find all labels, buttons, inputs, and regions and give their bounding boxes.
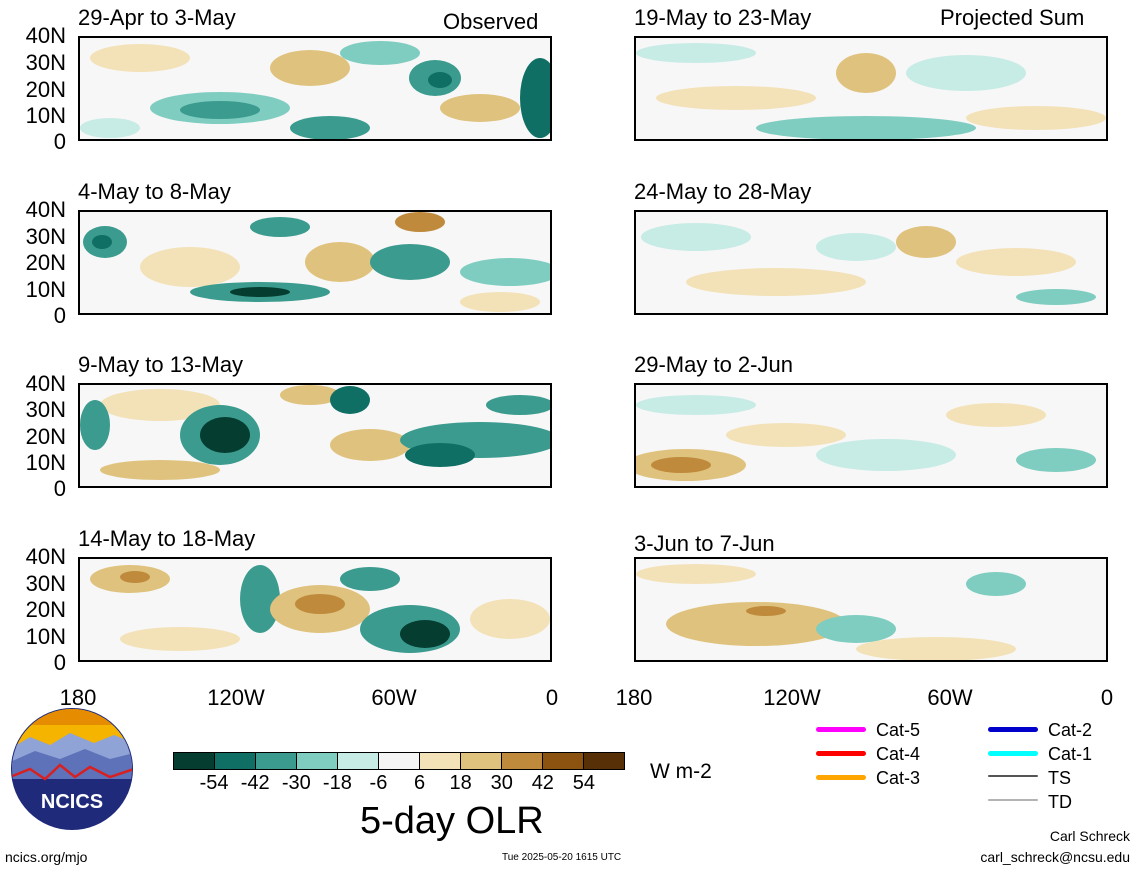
storm-legend-line xyxy=(816,727,866,732)
olr-field-observed-3 xyxy=(80,385,550,480)
lon-label-60w-left: 60W xyxy=(371,685,417,710)
lat-label-0: 0 xyxy=(53,650,66,675)
panel-title-observed-4: 14-May to 18-May xyxy=(78,526,256,551)
colorbar-swatch xyxy=(378,753,419,769)
author-email[interactable]: carl_schreck@ncsu.edu xyxy=(980,849,1130,865)
lon-label-120w-right: 120W xyxy=(763,685,821,710)
olr-field-observed-1 xyxy=(80,41,550,139)
colorbar-tick-label: 54 xyxy=(572,772,596,794)
panel-title-observed-1: 29-Apr to 3-May xyxy=(78,5,236,30)
lat-label-20n: 20N xyxy=(25,250,66,275)
lat-label-40n: 40N xyxy=(25,371,66,396)
map-observed-3 xyxy=(78,383,552,488)
colorbar-swatch xyxy=(501,753,542,769)
panel-title-observed-2: 4-May to 8-May xyxy=(78,179,231,204)
olr-colorbar xyxy=(173,752,625,770)
lat-label-10n: 10N xyxy=(25,103,66,128)
storm-legend-line xyxy=(816,775,866,780)
lat-label-10n: 10N xyxy=(25,450,66,475)
lat-label-30n: 30N xyxy=(25,397,66,422)
chart-title: 5-day OLR xyxy=(360,800,544,842)
colorbar-swatch xyxy=(542,753,583,769)
colorbar-swatch xyxy=(214,753,255,769)
lat-label-20n: 20N xyxy=(25,424,66,449)
colorbar-swatch xyxy=(337,753,378,769)
lon-label-0-right: 0 xyxy=(1100,685,1114,710)
colorbar-tick-label: 6 xyxy=(413,772,426,794)
colorbar-tick-label: 42 xyxy=(531,772,554,794)
colorbar-swatch xyxy=(460,753,501,769)
lat-label-40n: 40N xyxy=(25,23,66,48)
lon-label-120w-left: 120W xyxy=(207,685,265,710)
olr-field-projected-1 xyxy=(636,43,1106,139)
colorbar-swatch xyxy=(174,753,214,769)
units-label: W m-2 xyxy=(650,760,712,783)
map-observed-2 xyxy=(78,210,552,315)
lat-label-10n: 10N xyxy=(25,277,66,302)
storm-legend-label: TD xyxy=(1048,792,1072,812)
map-observed-4 xyxy=(78,557,552,662)
lon-label-180-right: 180 xyxy=(615,685,653,710)
svg-text:NCICS: NCICS xyxy=(41,791,103,813)
olr-field-observed-2 xyxy=(83,212,550,312)
olr-field-projected-4 xyxy=(636,564,1026,660)
ncics-logo: NCICS xyxy=(10,707,134,831)
colorbar-swatch xyxy=(296,753,337,769)
author-name: Carl Schreck xyxy=(1049,828,1130,844)
colorbar-tick-label: -42 xyxy=(240,772,270,794)
observed-label: Observed xyxy=(443,9,539,34)
storm-legend-label: Cat-3 xyxy=(876,768,921,788)
lon-label-0-left: 0 xyxy=(545,685,559,710)
panel-title-observed-3: 9-May to 13-May xyxy=(78,352,244,377)
map-projected-4 xyxy=(634,557,1108,662)
map-observed-1 xyxy=(78,36,552,141)
olr-field-projected-2 xyxy=(641,223,1096,305)
colorbar-swatch xyxy=(255,753,296,769)
lat-label-30n: 30N xyxy=(25,224,66,249)
lat-label-0: 0 xyxy=(53,303,66,328)
storm-legend-label: Cat-4 xyxy=(876,744,921,764)
colorbar-swatch xyxy=(583,753,624,769)
panel-title-projected-4: 3-Jun to 7-Jun xyxy=(634,531,775,556)
panel-title-projected-1: 19-May to 23-May xyxy=(634,5,812,30)
storm-legend-line xyxy=(988,799,1038,801)
lat-label-20n: 20N xyxy=(25,77,66,102)
panel-title-projected-3: 29-May to 2-Jun xyxy=(634,352,793,377)
lat-label-10n: 10N xyxy=(25,624,66,649)
storm-legend-label: Cat-1 xyxy=(1048,744,1093,764)
olr-field-observed-4 xyxy=(90,565,550,653)
panel-title-projected-2: 24-May to 28-May xyxy=(634,179,812,204)
lon-label-60w-right: 60W xyxy=(927,685,973,710)
map-projected-1 xyxy=(634,36,1108,141)
lat-label-30n: 30N xyxy=(25,50,66,75)
lon-label-180-left: 180 xyxy=(59,685,97,710)
storm-legend-line xyxy=(988,751,1038,756)
map-projected-2 xyxy=(634,210,1108,315)
colorbar-swatch xyxy=(419,753,460,769)
storm-legend-label: Cat-5 xyxy=(876,720,921,740)
lat-label-0: 0 xyxy=(53,476,66,501)
lat-label-0: 0 xyxy=(53,129,66,154)
olr-field-projected-3 xyxy=(636,395,1096,481)
colorbar-tick-label: -18 xyxy=(322,772,352,794)
lat-label-20n: 20N xyxy=(25,597,66,622)
map-projected-3 xyxy=(634,383,1108,488)
colorbar-tick-label: 18 xyxy=(449,772,472,794)
lat-label-30n: 30N xyxy=(25,571,66,596)
colorbar-tick-label: -54 xyxy=(199,772,229,794)
storm-legend-line xyxy=(988,775,1038,777)
website-link[interactable]: ncics.org/mjo xyxy=(5,849,88,865)
storm-legend-line xyxy=(816,751,866,756)
timestamp: Tue 2025-05-20 1615 UTC xyxy=(502,852,622,863)
lat-label-40n: 40N xyxy=(25,197,66,222)
projected-sum-label: Projected Sum xyxy=(940,5,1085,30)
colorbar-tick-label: -30 xyxy=(281,772,311,794)
storm-legend-label: TS xyxy=(1048,768,1072,788)
storm-legend-line xyxy=(988,727,1038,732)
colorbar-tick-label: -6 xyxy=(369,772,388,794)
storm-legend-label: Cat-2 xyxy=(1048,720,1093,740)
lat-label-40n: 40N xyxy=(25,544,66,569)
colorbar-tick-label: 30 xyxy=(490,772,513,794)
